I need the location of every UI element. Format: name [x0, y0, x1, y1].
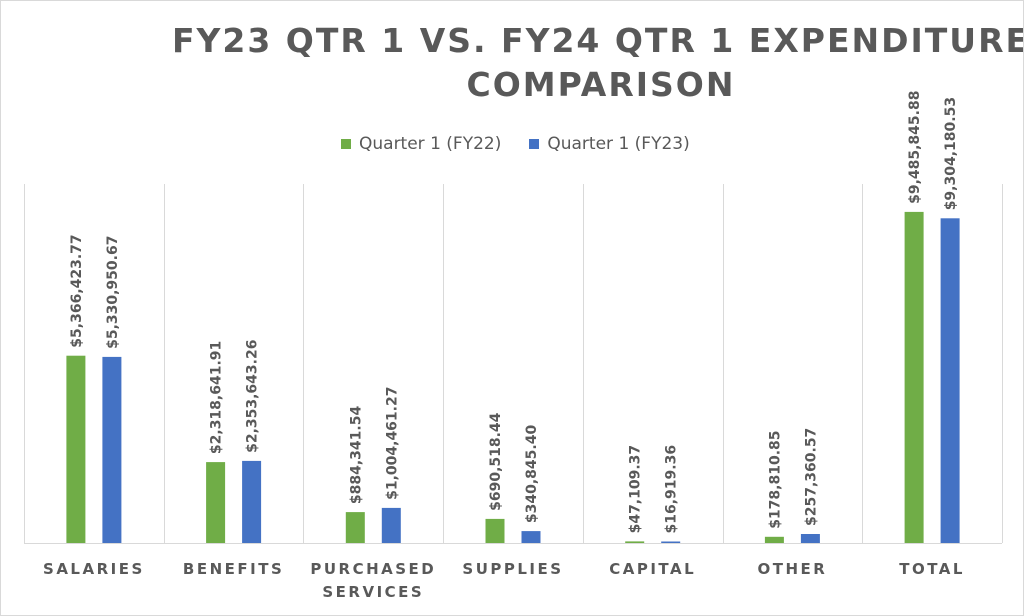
bar-series-1-other [764, 536, 784, 543]
category-label: PURCHASED SERVICES [310, 560, 436, 601]
category-label-line: SALARIES [43, 560, 145, 578]
bar-series-2-purchased-services [381, 507, 401, 543]
category-label: SALARIES [43, 560, 145, 578]
bar-series-1-purchased-services [345, 512, 365, 543]
data-label: $5,330,950.67 [105, 236, 121, 349]
data-label: $2,353,643.26 [245, 340, 261, 453]
category-label: SUPPLIES [462, 560, 563, 578]
bar-series-1-benefits [206, 462, 226, 543]
legend-item-series-1: Quarter 1 (FY22) [341, 134, 501, 154]
data-label: $178,810.85 [767, 430, 783, 528]
data-label: $257,360.57 [803, 428, 819, 526]
data-label: $690,518.44 [488, 412, 504, 511]
category-label-line: OTHER [757, 560, 827, 578]
bar-series-2-supplies [521, 531, 541, 543]
chart-title: FY23 QTR 1 VS. FY24 QTR 1 EXPENDITURE CO… [171, 21, 1024, 104]
bar-series-1-capital [625, 541, 645, 543]
category-label: OTHER [757, 560, 827, 578]
category-label: CAPITAL [609, 560, 696, 578]
bar-series-2-other [800, 534, 820, 543]
data-label: $9,485,845.88 [907, 91, 923, 204]
bar-series-2-total [940, 218, 960, 544]
category-label-line: SERVICES [322, 583, 424, 601]
data-label: $9,304,180.53 [943, 97, 959, 210]
bar-series-1-total [904, 211, 924, 543]
legend-item-series-2: Quarter 1 (FY23) [529, 134, 690, 154]
category-label-line: CAPITAL [609, 560, 696, 578]
legend-swatch-series-2 [529, 139, 540, 149]
bar-series-2-benefits [242, 460, 262, 543]
bar-series-2-capital [661, 541, 681, 543]
data-label: $884,341.54 [348, 406, 364, 505]
category-label-line: PURCHASED [310, 560, 436, 578]
data-label: $16,919.36 [664, 445, 680, 534]
bar-series-2-salaries [102, 356, 122, 543]
data-label: $2,318,641.91 [209, 341, 225, 454]
legend-label-series-1: Quarter 1 (FY22) [359, 134, 502, 154]
category-label-line: TOTAL [899, 560, 965, 578]
legend: Quarter 1 (FY22) Quarter 1 (FY23) [341, 133, 718, 155]
category-label-line: SUPPLIES [462, 560, 563, 578]
data-label: $1,004,461.27 [384, 387, 400, 500]
category-label-line: BENEFITS [183, 560, 284, 578]
bar-series-1-salaries [66, 355, 86, 543]
legend-label-series-2: Quarter 1 (FY23) [547, 134, 690, 154]
data-label: $47,109.37 [628, 445, 644, 534]
data-label: $340,845.40 [524, 425, 540, 524]
category-label: TOTAL [899, 560, 965, 578]
bar-series-1-supplies [485, 518, 505, 543]
data-label: $5,366,423.77 [69, 234, 85, 347]
category-label: BENEFITS [183, 560, 284, 578]
legend-swatch-series-1 [341, 139, 351, 149]
